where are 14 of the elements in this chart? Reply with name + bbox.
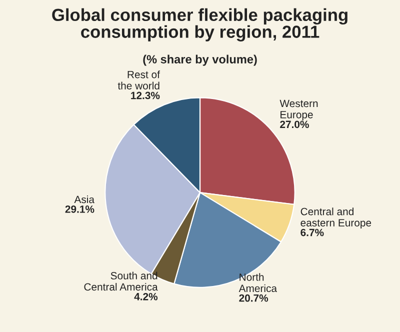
data-label: 6.7%: [300, 228, 324, 236]
data-label: 27.0%: [280, 120, 309, 128]
slice-label: Rest of the world: [118, 70, 160, 90]
data-label: 20.7%: [239, 294, 268, 302]
slice-label: Central and eastern Europe: [300, 208, 372, 229]
chart-subtitle: (% share by volume): [143, 54, 257, 66]
slice-label: Western Europe: [280, 100, 318, 120]
data-label: 29.1%: [65, 205, 94, 213]
slice-label: Asia: [74, 196, 94, 204]
chart-title: Global consumer flexible packaging consumption by region, 2011: [52, 8, 348, 42]
slice-label: North America: [238, 273, 277, 292]
data-label: 4.2%: [134, 292, 158, 300]
data-label: 12.3%: [131, 92, 160, 100]
slice-label: South and Central America: [84, 272, 158, 291]
